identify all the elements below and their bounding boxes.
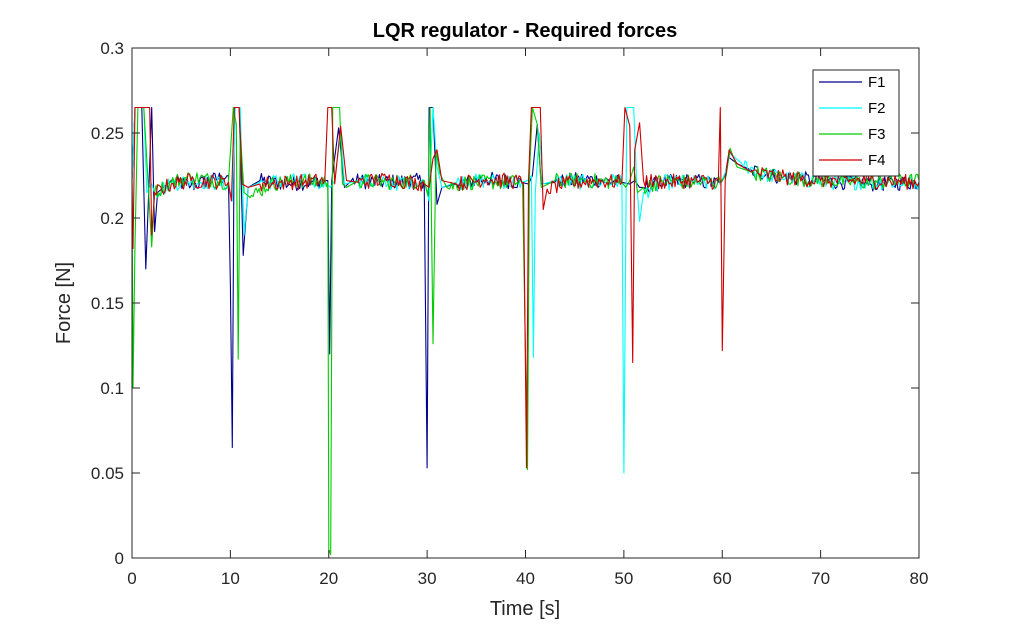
legend-box (812, 69, 900, 177)
y-tick-label: 0.3 (100, 39, 124, 58)
plot-area (132, 48, 919, 558)
x-tick-label: 0 (127, 569, 136, 588)
y-axis: 0 0.05 0.1 0.15 0.2 0.25 0.3 (91, 39, 919, 568)
y-tick-label: 0.05 (91, 464, 124, 483)
x-tick-label: 30 (418, 569, 437, 588)
x-tick-label: 10 (221, 569, 240, 588)
legend-label-f2: F2 (868, 100, 886, 117)
y-tick-label: 0.25 (91, 124, 124, 143)
x-tick-label: 50 (614, 569, 633, 588)
y-tick-label: 0 (115, 549, 124, 568)
x-tick-label: 40 (516, 569, 535, 588)
x-tick-label: 20 (319, 569, 338, 588)
x-tick-label: 80 (910, 569, 929, 588)
x-tick-label: 60 (713, 569, 732, 588)
x-axis-label: Time [s] (490, 598, 560, 620)
legend-label-f1: F1 (868, 74, 886, 91)
x-tick-label: 70 (811, 569, 830, 588)
y-axis-label: Force [N] (53, 262, 75, 344)
y-tick-label: 0.15 (91, 294, 124, 313)
legend-label-f4: F4 (868, 152, 886, 169)
legend: F1 F2 F3 F4 (812, 69, 900, 177)
y-tick-label: 0.1 (100, 379, 124, 398)
x-axis: 0 10 20 30 40 50 60 70 80 (127, 48, 928, 588)
y-tick-label: 0.2 (100, 209, 124, 228)
legend-label-f3: F3 (868, 126, 886, 143)
series-line-f4 (131, 106, 920, 469)
chart-title: LQR regulator - Required forces (373, 20, 678, 42)
